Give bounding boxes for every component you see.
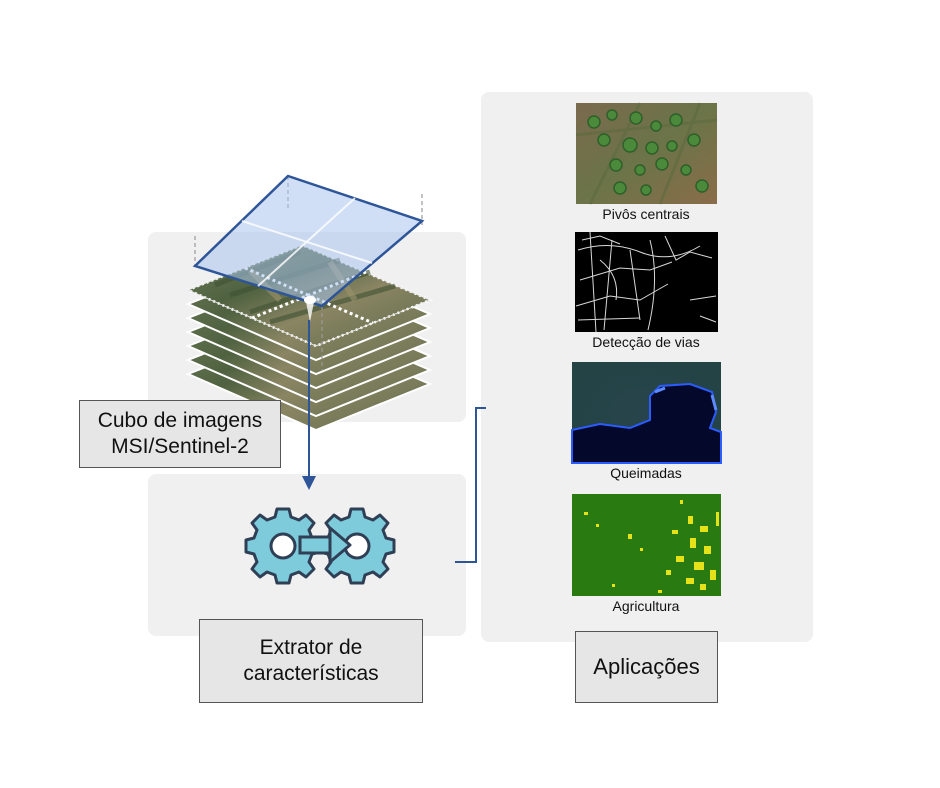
application-caption: Detecção de vias <box>592 334 700 350</box>
agriculture-image <box>572 494 721 596</box>
applications-label: Aplicações <box>575 631 718 703</box>
cube-label-line1: Cubo de imagens <box>97 408 263 432</box>
extractor-label: Extrator de características <box>199 619 423 703</box>
burned-area-image <box>571 362 722 464</box>
pivots-image <box>575 102 718 205</box>
application-caption: Pivôs centrais <box>602 206 690 222</box>
location-pin-icon <box>304 296 316 322</box>
gear-icon <box>244 507 322 585</box>
cube-label-line2: MSI/Sentinel-2 <box>111 435 249 458</box>
extractor-label-line1: Extrator de <box>259 635 363 659</box>
application-caption: Agricultura <box>612 598 680 614</box>
arrow-head-icon <box>302 476 316 490</box>
roads-image <box>575 231 718 333</box>
applications-connector <box>455 407 486 563</box>
extractor-label-line2: características <box>243 662 379 685</box>
application-caption: Queimadas <box>610 465 682 481</box>
arrow-right-icon <box>298 526 352 564</box>
cube-label: Cubo de imagens MSI/Sentinel-2 <box>79 400 281 468</box>
